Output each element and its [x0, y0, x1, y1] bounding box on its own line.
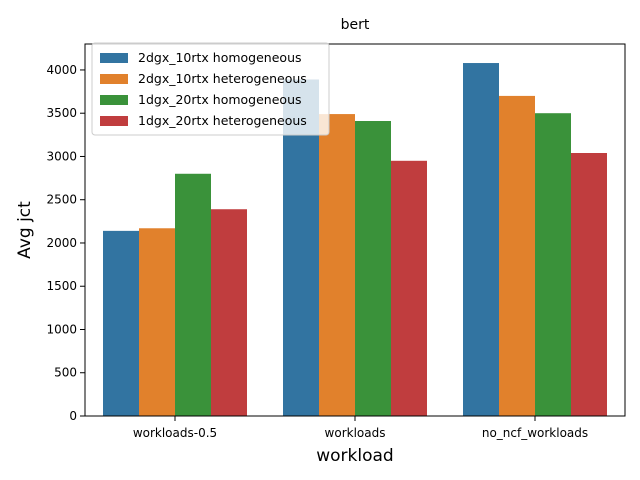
legend-label-2: 1dgx_20rtx homogeneous: [138, 92, 302, 107]
bar-2-0: [175, 173, 211, 416]
x-tick-label-2: no_ncf_workloads: [482, 426, 588, 440]
x-axis: workloads-0.5 workloads no_ncf_workloads: [133, 416, 588, 440]
bars-group: [103, 63, 607, 417]
bar-0-2: [463, 63, 499, 416]
x-tick-label-0: workloads-0.5: [133, 426, 217, 440]
bar-1-2: [499, 95, 535, 416]
bar-0-1: [283, 79, 319, 417]
y-tick-label-4: 2000: [46, 236, 77, 250]
legend-label-3: 1dgx_20rtx heterogeneous: [138, 113, 307, 128]
bar-2-1: [355, 120, 391, 416]
bar-2-2: [535, 113, 571, 417]
legend: 2dgx_10rtx homogeneous 2dgx_10rtx heterog…: [91, 42, 330, 136]
bar-3-1: [391, 160, 427, 416]
bar-3-2: [571, 153, 607, 417]
y-tick-label-8: 4000: [46, 63, 77, 77]
x-axis-title: workload: [316, 446, 393, 466]
y-tick-label-2: 1000: [46, 322, 77, 336]
bar-3-0: [211, 209, 247, 416]
y-tick-label-1: 500: [54, 366, 77, 380]
y-tick-label-0: 0: [69, 409, 77, 423]
chart-title: bert: [341, 17, 370, 33]
bar-0-0: [103, 230, 139, 416]
legend-swatch-0: [100, 53, 128, 63]
y-tick-label-5: 2500: [46, 193, 77, 207]
plot-frame: [84, 43, 626, 417]
legend-label-1: 2dgx_10rtx heterogeneous: [138, 71, 307, 86]
x-tick-label-1: workloads: [325, 426, 386, 440]
y-axis-title: Avg jct: [15, 201, 35, 259]
legend-label-0: 2dgx_10rtx homogeneous: [138, 50, 302, 65]
legend-swatch-2: [100, 95, 128, 105]
y-tick-label-7: 3500: [46, 106, 77, 120]
bar-1-0: [139, 228, 175, 416]
y-tick-label-6: 3000: [46, 149, 77, 163]
y-tick-label-3: 1500: [46, 279, 77, 293]
bar-1-1: [319, 114, 355, 417]
legend-swatch-1: [100, 74, 128, 84]
legend-box: [91, 42, 330, 136]
legend-swatch-3: [100, 116, 128, 126]
y-axis: 0 500 1000 1500 2000 2500 3000 3500 4000: [46, 63, 85, 423]
